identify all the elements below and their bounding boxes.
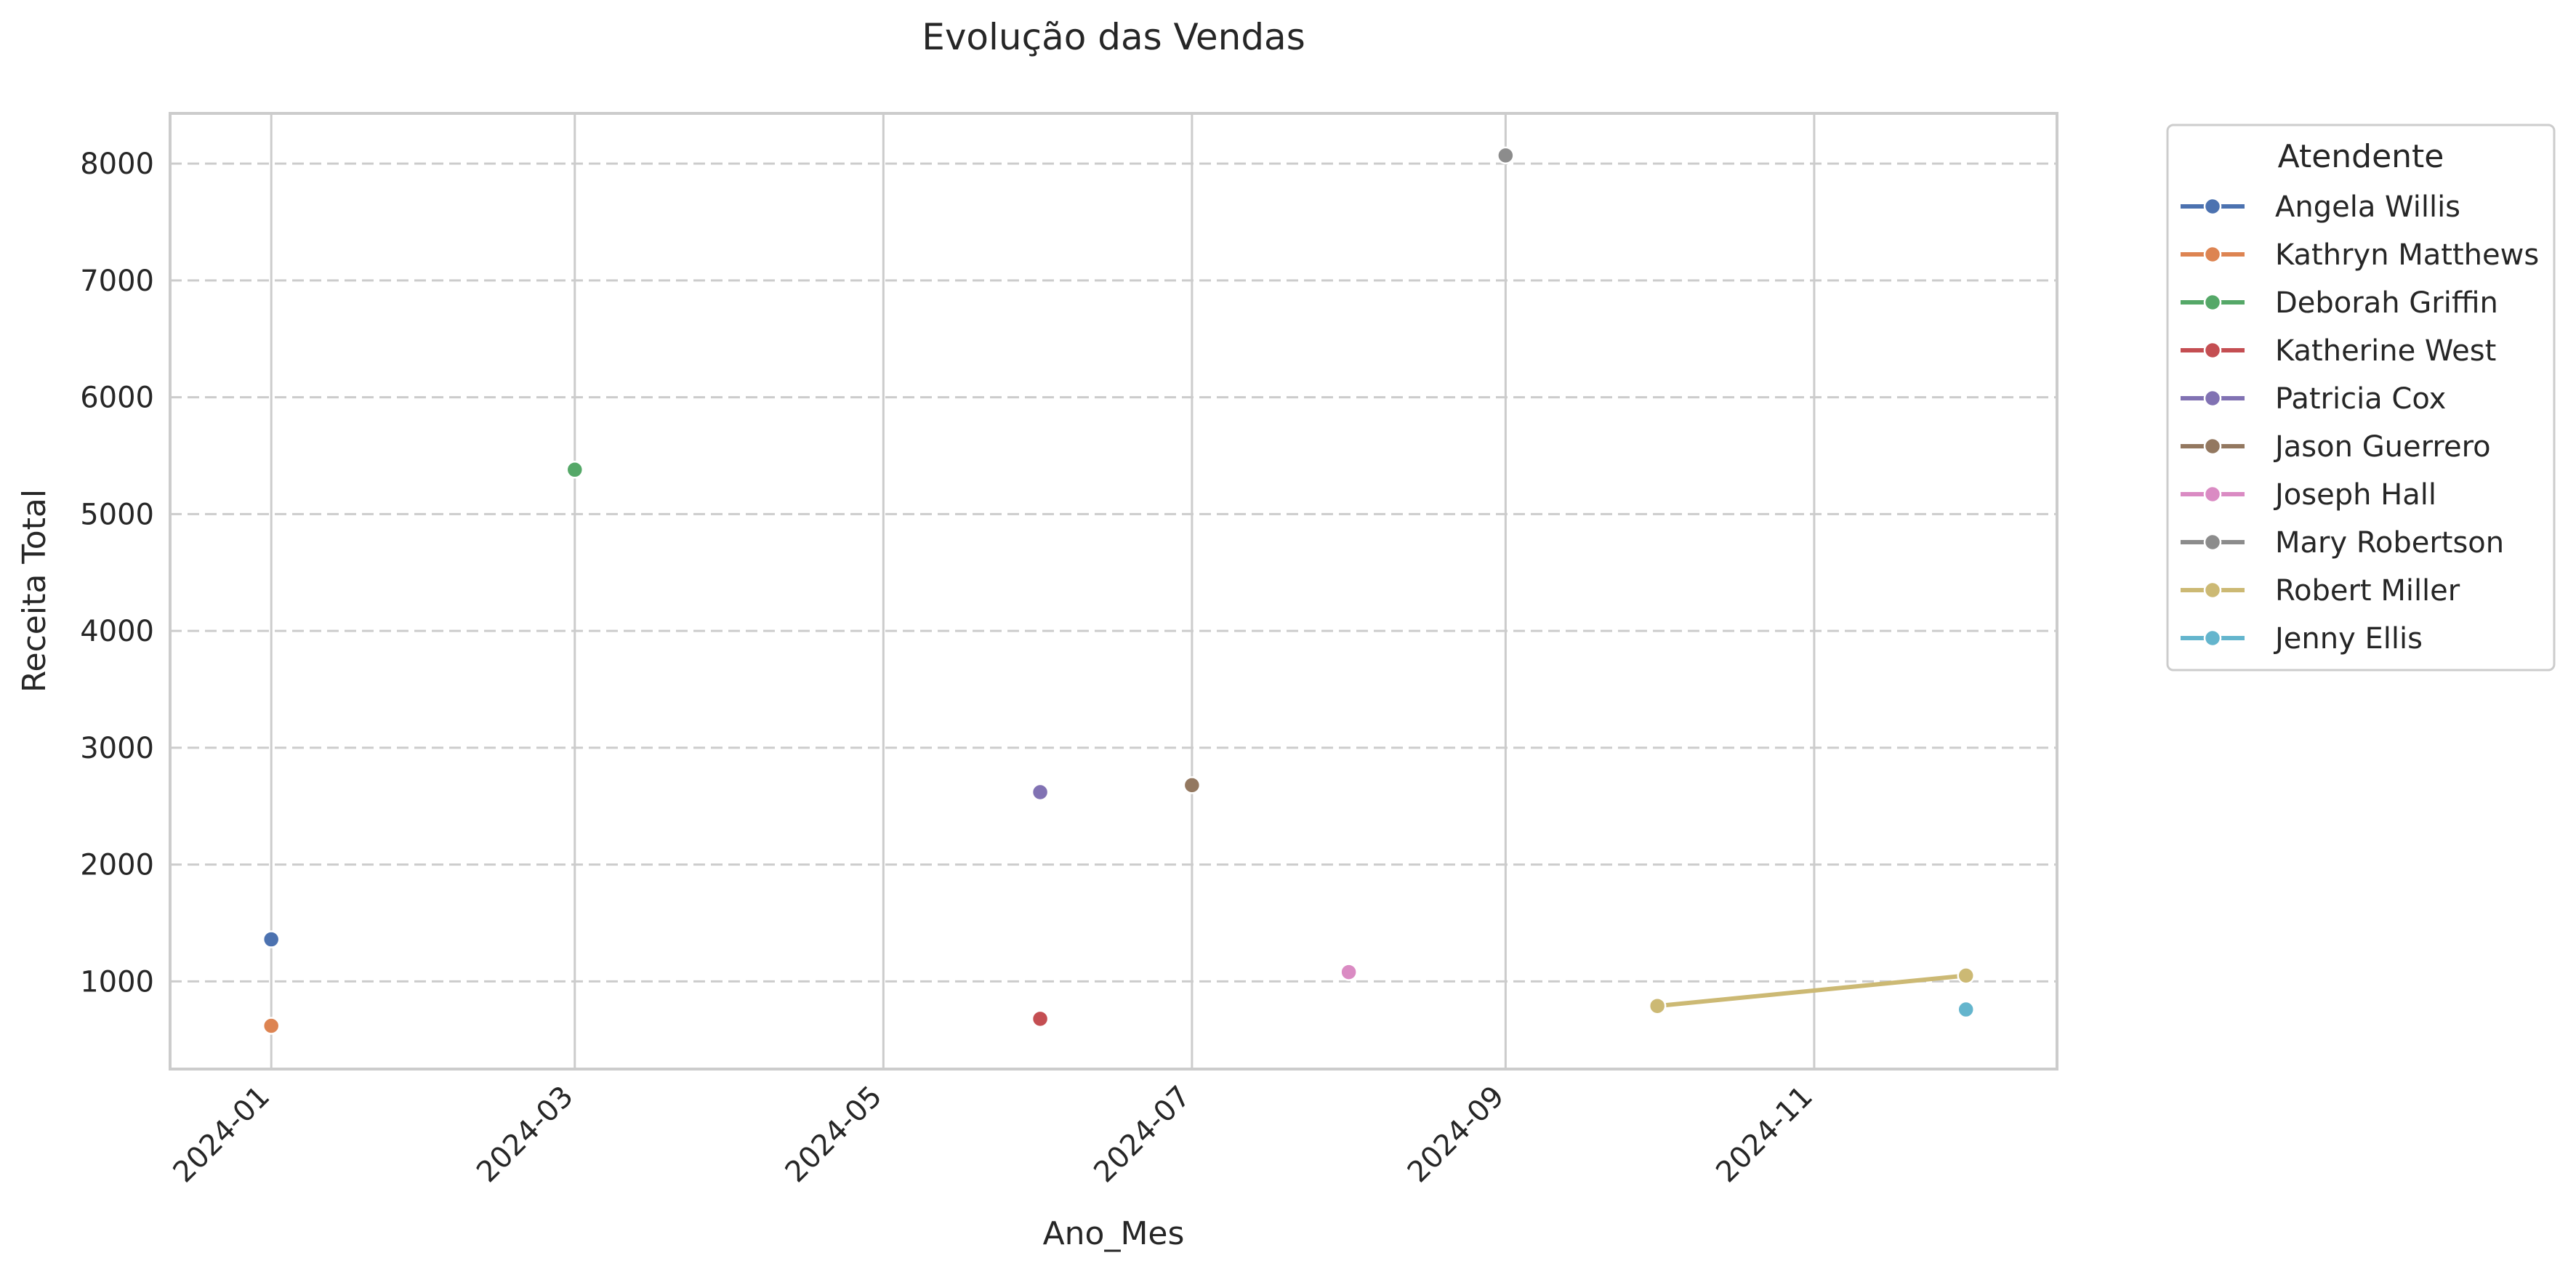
x-tick-label: 2024-01	[167, 1080, 277, 1190]
legend-item: Deborah Griffin	[2181, 286, 2498, 320]
legend-item: Jenny Ellis	[2181, 622, 2423, 656]
legend-item: Angela Willis	[2181, 190, 2460, 224]
x-axis-label: Ano_Mes	[1043, 1215, 1185, 1252]
series-line	[1657, 973, 1967, 1009]
legend-label: Mary Robertson	[2275, 526, 2504, 560]
legend-label: Joseph Hall	[2273, 478, 2436, 512]
legend-title: Atendente	[2278, 138, 2444, 175]
y-tick-label: 3000	[80, 732, 154, 765]
data-point	[1648, 996, 1667, 1015]
series-deborah-griffin	[565, 461, 584, 479]
series-angela-willis	[262, 930, 281, 948]
data-point	[1183, 776, 1202, 794]
legend-item: Kathryn Matthews	[2181, 238, 2539, 272]
data-point	[1957, 967, 1975, 985]
legend-label: Deborah Griffin	[2275, 286, 2498, 320]
y-tick-label: 7000	[80, 265, 154, 298]
x-tick-label: 2024-07	[1087, 1080, 1197, 1190]
data-point	[1031, 783, 1050, 802]
series-jenny-ellis	[1957, 1000, 1975, 1019]
y-tick-label: 5000	[80, 498, 154, 531]
series-patricia-cox	[1031, 783, 1050, 802]
chart-title: Evolução das Vendas	[922, 16, 1305, 58]
legend-marker	[2203, 533, 2222, 552]
y-tick-label: 8000	[80, 148, 154, 181]
series-joseph-hall	[1340, 963, 1358, 981]
legend-label: Jason Guerrero	[2273, 430, 2491, 464]
series-layer	[262, 146, 1975, 1035]
legend-label: Kathryn Matthews	[2275, 238, 2539, 272]
legend-label: Jenny Ellis	[2273, 622, 2423, 656]
legend-marker	[2203, 629, 2222, 648]
y-tick-label: 1000	[80, 965, 154, 999]
y-axis-ticks: 1000 2000 3000 4000 5000 6000 7000 8000	[80, 148, 154, 999]
legend-marker	[2203, 245, 2222, 264]
legend-marker	[2203, 389, 2222, 408]
legend-marker	[2203, 437, 2222, 456]
data-point	[1957, 1000, 1975, 1019]
legend-frame	[2166, 124, 2556, 672]
legend-item: Jason Guerrero	[2181, 430, 2491, 464]
series-kathryn-matthews	[262, 1017, 281, 1035]
legend-marker	[2203, 485, 2222, 504]
legend-marker	[2203, 341, 2222, 360]
legend-label: Katherine West	[2275, 334, 2496, 368]
legend-marker	[2203, 581, 2222, 600]
legend-label: Angela Willis	[2275, 190, 2460, 224]
x-tick-label: 2024-05	[779, 1080, 889, 1190]
series-katherine-west	[1031, 1009, 1050, 1028]
legend-marker	[2203, 293, 2222, 312]
legend: Atendente Angela Willis Kathryn Matthews D…	[2166, 124, 2556, 672]
legend-label: Robert Miller	[2275, 574, 2460, 608]
legend-item: Robert Miller	[2181, 574, 2460, 608]
legend-item: Mary Robertson	[2181, 526, 2504, 560]
legend-item: Patricia Cox	[2181, 382, 2446, 416]
data-point	[1031, 1009, 1050, 1028]
data-point	[1340, 963, 1358, 981]
data-point	[565, 461, 584, 479]
legend-marker	[2203, 197, 2222, 216]
y-tick-label: 4000	[80, 615, 154, 648]
series-mary-robertson	[1497, 146, 1515, 165]
legend-item: Joseph Hall	[2181, 478, 2436, 512]
data-point	[262, 930, 281, 948]
x-tick-label: 2024-09	[1401, 1080, 1511, 1190]
data-point	[262, 1017, 281, 1035]
y-tick-label: 2000	[80, 849, 154, 882]
x-tick-label: 2024-11	[1710, 1080, 1819, 1190]
plot-frame	[169, 112, 2058, 1071]
x-tick-label: 2024-03	[470, 1080, 580, 1190]
x-axis-ticks: 2024-01 2024-03 2024-05 2024-07 2024-09 2024-…	[167, 1080, 1819, 1190]
grid	[170, 113, 2057, 1069]
series-jason-guerrero	[1183, 776, 1202, 794]
y-axis-label: Receita Total	[16, 489, 53, 693]
series-robert-miller	[1648, 967, 1975, 1015]
legend-item: Katherine West	[2181, 334, 2496, 368]
data-point	[1497, 146, 1515, 165]
y-tick-label: 6000	[80, 382, 154, 415]
legend-label: Patricia Cox	[2275, 382, 2446, 416]
